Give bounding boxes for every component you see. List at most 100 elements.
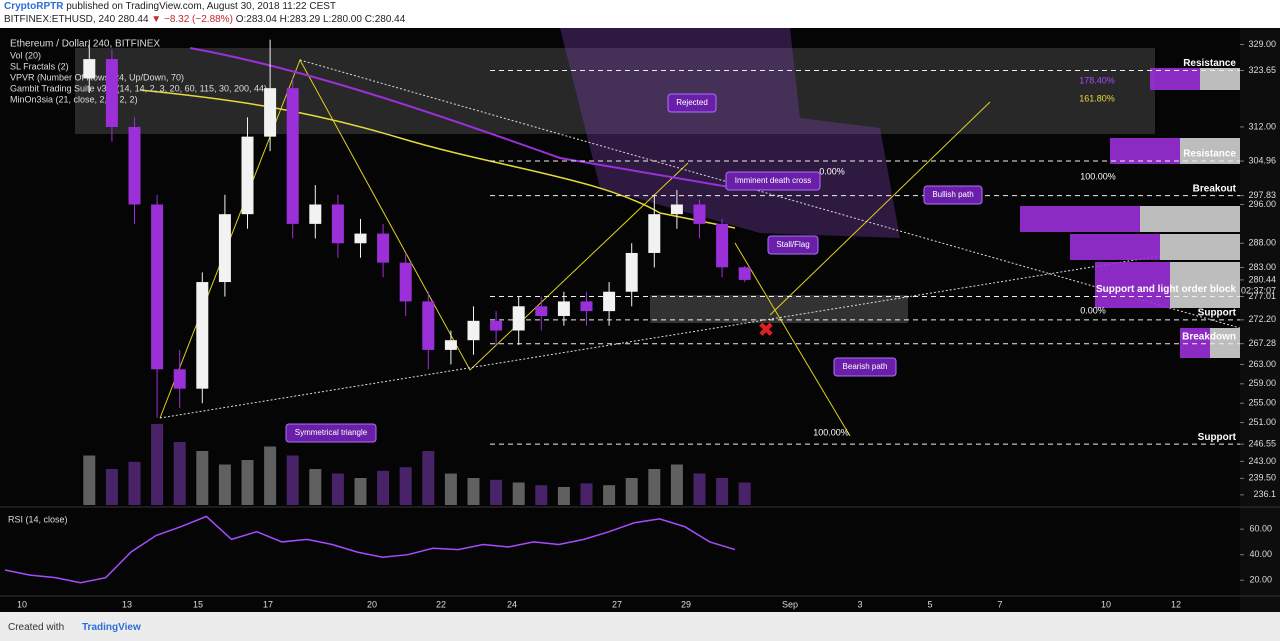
y-tick-label: 236.1 bbox=[1253, 489, 1276, 499]
volume-bar bbox=[512, 482, 525, 505]
candle-body bbox=[648, 214, 661, 253]
y-tick-label: 243.00 bbox=[1248, 456, 1276, 466]
last-price: 280.44 bbox=[117, 14, 149, 25]
candle-body bbox=[173, 369, 186, 389]
x-tick-label: 22 bbox=[436, 599, 446, 609]
y-tick-label: 280.44 bbox=[1248, 274, 1276, 284]
candle-body bbox=[603, 291, 616, 312]
x-tick-label: 12 bbox=[1171, 599, 1181, 609]
candle-body bbox=[580, 301, 593, 312]
chart: ✖ Ethereum / Dollar, 240, BITFINEX Vol (… bbox=[0, 28, 1280, 612]
x-tick-label: 10 bbox=[17, 599, 27, 609]
callout-box bbox=[833, 357, 897, 377]
candle-body bbox=[557, 301, 570, 316]
callout-box bbox=[923, 185, 983, 205]
brand[interactable]: TradingView bbox=[82, 622, 141, 633]
published: published on TradingView.com, August 30,… bbox=[66, 1, 337, 12]
x-tick-label: 17 bbox=[263, 599, 273, 609]
symbol: BITFINEX:ETHUSD, 240 bbox=[4, 14, 116, 25]
y-tick-label: 297.83 bbox=[1248, 190, 1276, 200]
y-tick-label: 272.20 bbox=[1248, 314, 1276, 324]
candle-body bbox=[535, 306, 548, 316]
x-tick-label: 15 bbox=[193, 599, 203, 609]
volume-bar bbox=[670, 464, 683, 505]
candle-body bbox=[399, 262, 412, 302]
bearish-path bbox=[734, 242, 851, 437]
vpvr bbox=[1140, 68, 1240, 358]
fib-label: 161.80% bbox=[1079, 93, 1115, 103]
fib-label: 0.00% bbox=[819, 166, 845, 176]
callout-text: Stall/Flag bbox=[776, 240, 809, 249]
y-tick-label: 283.00 bbox=[1248, 262, 1276, 272]
x-tick-label: 29 bbox=[681, 599, 691, 609]
y-tick-label: 277.01 bbox=[1248, 291, 1276, 301]
volume-bar bbox=[83, 455, 96, 505]
y-tick-label: 296.00 bbox=[1248, 199, 1276, 209]
fib-label: 100.00% bbox=[813, 427, 849, 437]
volume-bar bbox=[241, 460, 254, 505]
volume-bar bbox=[196, 451, 209, 505]
level-label: Resistance bbox=[1183, 149, 1236, 160]
volume-bar bbox=[377, 470, 390, 505]
y-tick-label: 255.00 bbox=[1248, 398, 1276, 408]
y-tick-label: 246.55 bbox=[1248, 439, 1276, 449]
author[interactable]: CryptoRPTR bbox=[4, 1, 64, 12]
volume-bar bbox=[309, 469, 322, 505]
candle-body bbox=[354, 233, 367, 244]
fib-label: 0.00% bbox=[1080, 305, 1106, 315]
y-tick-label: 263.00 bbox=[1248, 359, 1276, 369]
chart-title: Ethereum / Dollar, 240, BITFINEX bbox=[10, 39, 160, 50]
candle-body bbox=[670, 204, 683, 215]
moving-average bbox=[189, 47, 736, 189]
volume-bar bbox=[444, 473, 457, 505]
footer: Created with TradingView bbox=[0, 612, 1280, 641]
x-tick-label: 13 bbox=[122, 599, 132, 609]
volume-bar bbox=[716, 478, 729, 505]
level-label: Breakout bbox=[1193, 183, 1237, 194]
created-with: Created with bbox=[8, 622, 65, 633]
indicator-label: MinOn3sia (21, close, 2, 2, 2, 2) bbox=[10, 94, 138, 104]
candle-body bbox=[331, 204, 344, 244]
candle-body bbox=[241, 136, 254, 215]
candle-body bbox=[625, 252, 638, 292]
level-label: Support and light order block bbox=[1096, 284, 1236, 295]
candle-body bbox=[693, 204, 706, 224]
fib-label: 100.00% bbox=[1080, 171, 1116, 181]
candle-body bbox=[151, 204, 164, 370]
volume-bar bbox=[422, 451, 435, 505]
volume-bar bbox=[286, 455, 299, 505]
volume-bar bbox=[467, 478, 480, 505]
bullish-path bbox=[769, 101, 991, 316]
candle-body bbox=[264, 88, 277, 137]
y-tick-label: 251.00 bbox=[1248, 417, 1276, 427]
candle-body bbox=[309, 204, 322, 224]
y-tick-label: 288.00 bbox=[1248, 238, 1276, 248]
x-tick-label: 20 bbox=[367, 599, 377, 609]
candle-body bbox=[128, 126, 141, 205]
x-tick-label: 24 bbox=[507, 599, 517, 609]
volume-bar bbox=[603, 485, 616, 505]
candle-body bbox=[218, 214, 231, 283]
callout-text: Bearish path bbox=[843, 362, 888, 371]
callout-text: Rejected bbox=[676, 98, 708, 107]
indicator-label: SL Fractals (2) bbox=[10, 61, 69, 71]
header: CryptoRPTR published on TradingView.com,… bbox=[4, 0, 1276, 28]
x-tick-label: Sep bbox=[782, 599, 798, 609]
x-tick-label: 3 bbox=[857, 599, 862, 609]
indicator-label: Vol (20) bbox=[10, 50, 41, 60]
volume-bar bbox=[625, 478, 638, 505]
volume-bar bbox=[648, 469, 661, 505]
volume-bar bbox=[399, 467, 412, 505]
candle-body bbox=[105, 59, 118, 127]
candle-body bbox=[377, 233, 390, 263]
candle-body bbox=[422, 301, 435, 350]
candle-body bbox=[444, 340, 457, 350]
callout-box bbox=[767, 235, 819, 255]
callout-box bbox=[285, 423, 377, 443]
candle-body bbox=[738, 267, 751, 280]
candle-body bbox=[83, 59, 96, 79]
volume-bar bbox=[557, 487, 570, 505]
level-label: Breakdown bbox=[1182, 331, 1236, 342]
rsi-title: RSI (14, close) bbox=[8, 514, 68, 524]
